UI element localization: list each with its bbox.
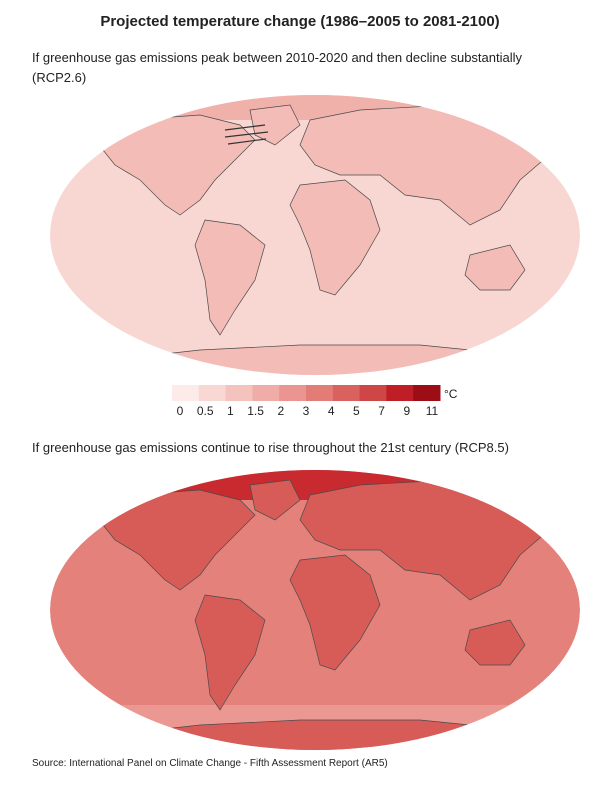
caption-line: (RCP2.6) xyxy=(32,70,86,85)
map xyxy=(50,95,580,375)
legend-tick-label: 9 xyxy=(403,404,410,418)
legend-tick-label: 0 xyxy=(177,404,184,418)
map-caption: If greenhouse gas emissions continue to … xyxy=(32,440,509,455)
legend: 0 0.5 1 1.5 2 3 4 5 7 9 11 °C xyxy=(172,385,458,418)
caption-line: If greenhouse gas emissions peak between… xyxy=(32,50,523,65)
caption-line: If greenhouse gas emissions continue to … xyxy=(32,440,509,455)
legend-swatch xyxy=(332,385,361,401)
legend-swatch xyxy=(306,385,334,401)
legend-swatch xyxy=(413,385,441,401)
legend-swatch xyxy=(172,385,200,401)
legend-swatch xyxy=(252,385,280,401)
source: Source: International Panel on Climate C… xyxy=(32,758,388,769)
arctic-band xyxy=(50,95,580,120)
map xyxy=(50,470,580,750)
legend-unit: °C xyxy=(444,387,458,401)
legend-tick-label: 2 xyxy=(277,404,284,418)
legend-tick-label: 11 xyxy=(426,404,439,418)
legend-swatch xyxy=(386,385,414,401)
hatching xyxy=(224,124,269,145)
legend-swatch xyxy=(279,385,307,401)
map-caption: If greenhouse gas emissions peak between… xyxy=(32,50,523,85)
legend-swatch xyxy=(225,385,253,401)
legend-swatch xyxy=(359,385,387,401)
legend-tick-label: 0.5 xyxy=(197,404,214,418)
legend-tick-label: 1 xyxy=(227,404,234,418)
legend-tick-label: 3 xyxy=(303,404,310,418)
legend-tick-label: 4 xyxy=(328,404,335,418)
legend-swatch xyxy=(198,385,227,401)
legend-tick-label: 5 xyxy=(353,404,360,418)
title: Projected temperature change (1986–2005 … xyxy=(100,13,499,30)
legend-tick-label: 1.5 xyxy=(247,404,264,418)
legend-tick-label: 7 xyxy=(378,404,385,418)
